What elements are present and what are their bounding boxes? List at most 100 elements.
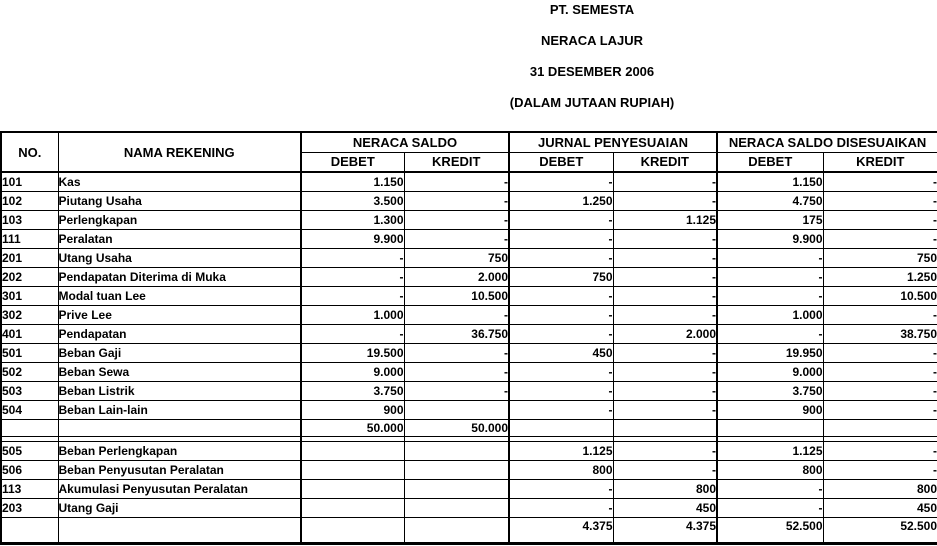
cell-value: - (612, 440, 718, 461)
col-header-ns-debet: DEBET (300, 151, 405, 173)
col-header-nsd-debet: DEBET (716, 151, 824, 173)
cell-value: 36.750 (403, 323, 510, 344)
cell-value: - (612, 361, 718, 382)
cell-value: 900 (300, 399, 405, 420)
cell-value: 1.250 (822, 266, 937, 287)
cell-value: - (612, 266, 718, 287)
cell-no: 401 (0, 323, 59, 344)
cell-value: 10.500 (822, 285, 937, 306)
cell-value (300, 478, 405, 499)
cell-value: - (508, 304, 614, 325)
col-header-account: NAMA REKENING (57, 131, 302, 173)
cell-value: 1.000 (300, 304, 405, 325)
cell-value: - (822, 380, 937, 401)
cell-no: 201 (0, 247, 59, 268)
cell-value: 1.125 (612, 209, 718, 230)
title-block: PT. SEMESTA NERACA LAJUR 31 DESEMBER 200… (0, 0, 937, 127)
table-row: 502 Beban Sewa 9.000- - -9.000- (0, 361, 937, 382)
cell-value: - (716, 497, 824, 518)
cell-value: - (403, 361, 510, 382)
col-header-jp-debet: DEBET (508, 151, 614, 173)
cell-value: 800 (612, 478, 718, 499)
cell-no: 506 (0, 459, 59, 480)
cell-value: 175 (716, 209, 824, 230)
cell-value: - (403, 228, 510, 249)
cell-account: Utang Usaha (57, 247, 302, 268)
cell-value: - (300, 266, 405, 287)
cell-value (403, 440, 510, 461)
cell-value (403, 399, 510, 420)
company-name: PT. SEMESTA (549, 2, 635, 17)
cell-no: 101 (0, 171, 59, 192)
cell-value: - (822, 440, 937, 461)
worksheet-body: 101 Kas 1.150- - -1.150-102 Piutang Usaha 3.50… (0, 171, 937, 544)
cell-value: 4.375 (508, 516, 614, 544)
cell-value: - (403, 190, 510, 211)
cell-value: - (822, 304, 937, 325)
cell-value: 9.900 (300, 228, 405, 249)
col-header-jp-kredit: KREDIT (612, 151, 718, 173)
table-row: 506 Beban Penyusutan Peralatan 800-800- (0, 459, 937, 480)
cell-value: - (612, 247, 718, 268)
cell-value: 750 (822, 247, 937, 268)
cell-value (403, 478, 510, 499)
table-row: 503 Beban Listrik 3.750- - -3.750- (0, 380, 937, 401)
header-row-debet-kredit: DEBET KREDIT DEBET KREDIT DEBET KREDIT (1, 151, 937, 173)
cell-account (57, 516, 302, 544)
table-row: 113 Akumulasi Penyusutan Peralatan -800-80… (0, 478, 937, 499)
cell-value: - (403, 171, 510, 192)
table-row: 501 Beban Gaji 19.500-450-19.950- (0, 342, 937, 363)
cell-account: Perlengkapan (57, 209, 302, 230)
cell-value: 9.000 (300, 361, 405, 382)
cell-value: - (822, 459, 937, 480)
cell-no: 501 (0, 342, 59, 363)
cell-no: 111 (0, 228, 59, 249)
cell-value: 50.000 (300, 418, 405, 437)
cell-value: 1.125 (716, 440, 824, 461)
cell-account: Beban Listrik (57, 380, 302, 401)
cell-value: - (403, 342, 510, 363)
cell-value: - (508, 228, 614, 249)
cell-value: - (612, 342, 718, 363)
cell-value: - (612, 285, 718, 306)
cell-value: 10.500 (403, 285, 510, 306)
cell-no: 103 (0, 209, 59, 230)
cell-value: - (300, 323, 405, 344)
cell-account: Beban Gaji (57, 342, 302, 363)
cell-value: 1.125 (508, 440, 614, 461)
cell-account: Utang Gaji (57, 497, 302, 518)
worksheet-header: NO. NAMA REKENING NERACA SALDO JURNAL PE… (0, 131, 937, 173)
cell-value: - (822, 361, 937, 382)
cell-value: - (716, 247, 824, 268)
cell-value: - (612, 171, 718, 192)
cell-value: - (508, 497, 614, 518)
cell-account: Beban Sewa (57, 361, 302, 382)
header-row-groups: NO. NAMA REKENING NERACA SALDO JURNAL PE… (0, 131, 937, 173)
cell-account: Kas (57, 171, 302, 192)
col-header-ns-kredit: KREDIT (403, 151, 510, 173)
cell-value: 9.900 (716, 228, 824, 249)
cell-no: 202 (0, 266, 59, 287)
table-row: 203 Utang Gaji -450-450 (0, 497, 937, 518)
cell-value (508, 418, 614, 437)
cell-value: 3.750 (300, 380, 405, 401)
cell-value: - (716, 478, 824, 499)
cell-value: 19.950 (716, 342, 824, 363)
cell-account: Pendapatan (57, 323, 302, 344)
cell-value: - (508, 209, 614, 230)
cell-no: 102 (0, 190, 59, 211)
cell-value: 450 (508, 342, 614, 363)
cell-value: 19.500 (300, 342, 405, 363)
cell-value: - (508, 361, 614, 382)
cell-no (0, 418, 59, 437)
cell-value: 52.500 (822, 516, 937, 544)
table-row: 401 Pendapatan -36.750-2.000-38.750 (0, 323, 937, 344)
cell-value: 4.750 (716, 190, 824, 211)
cell-value: 50.000 (403, 418, 510, 437)
cell-no: 504 (0, 399, 59, 420)
cell-no: 505 (0, 440, 59, 461)
table-row: 504 Beban Lain-lain 900- -900- (0, 399, 937, 420)
cell-value (300, 497, 405, 518)
cell-value: 800 (822, 478, 937, 499)
cell-no: 113 (0, 478, 59, 499)
